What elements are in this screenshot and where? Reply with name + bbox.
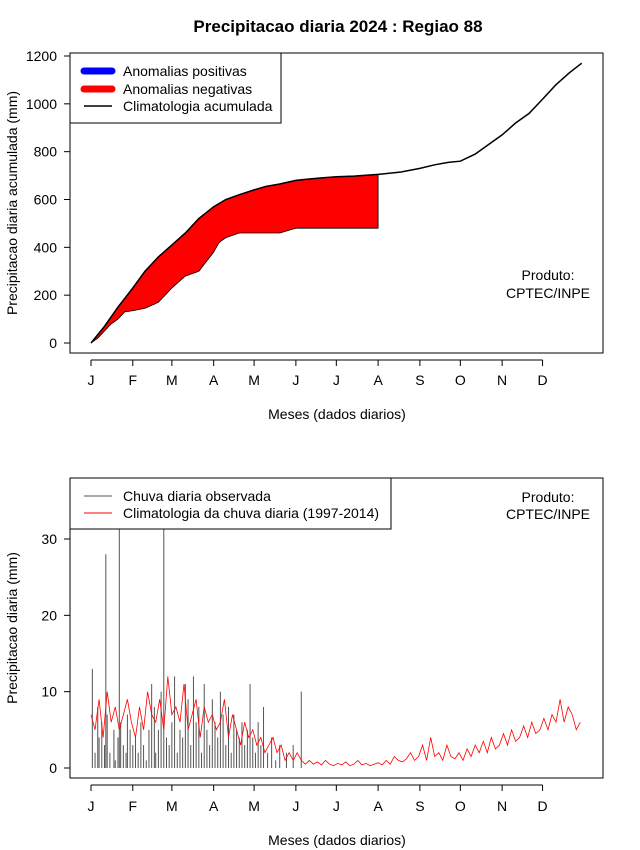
x-tick-label-1: N [497,798,507,814]
anomaly-area-group [90,173,379,344]
panel-accumulated: 0 200 400 600 800 1000 1200 J F M A M J J A S O N D Meses… [4,48,604,422]
x-tick-label-0: F [129,372,138,388]
x-tick-label-0: D [537,372,547,388]
legend-label-climatology-daily: Climatologia da chuva diaria (1997-2014) [123,505,379,521]
x-tick-label-1: M [248,798,260,814]
product-source-top: CPTEC/INPE [506,285,590,301]
x-axis-label-bottom: Meses (dados diarios) [268,832,406,848]
y-axis-label-top: Precipitacao diaria acumulada (mm) [4,91,20,315]
product-label-bottom: Produto: [522,489,575,505]
y-tick-label-0: 1200 [26,48,57,64]
legend-label-negative: Anomalias negativas [123,81,252,97]
product-label-top: Produto: [522,267,575,283]
legend-bottom: Chuva diaria observada Climatologia da c… [69,477,392,530]
x-axis-label-top: Meses (dados diarios) [268,406,406,422]
legend-label-climatology: Climatologia acumulada [123,98,273,114]
y-tick-label-0: 600 [34,192,58,208]
y-tick-label-0: 400 [34,239,58,255]
y-tick-label-1: 30 [41,531,57,547]
y-tick-label-0: 200 [34,287,58,303]
product-source-bottom: CPTEC/INPE [506,506,590,522]
y-axis-label-bottom: Precipitacao diaria (mm) [4,552,20,704]
y-tick-label-0: 0 [49,335,57,351]
x-tick-label-1: M [166,798,178,814]
x-tick-label-1: D [537,798,547,814]
x-tick-label-1: O [455,798,466,814]
y-axis-bottom: 0 10 20 30 [41,531,70,776]
climatology-daily-line [90,676,581,767]
x-tick-label-1: J [88,798,95,814]
y-tick-label-0: 800 [34,144,58,160]
x-tick-label-0: S [415,372,424,388]
x-tick-label-0: M [166,372,178,388]
x-tick-label-0: J [88,372,95,388]
legend-box-bottom [69,477,392,530]
y-tick-label-1: 20 [41,607,57,623]
x-tick-label-1: A [373,798,383,814]
legend-top: Anomalias positivas Anomalias negativas … [69,52,282,124]
y-axis-top: 0 200 400 600 800 1000 1200 [26,48,70,351]
x-tick-label-1: A [209,798,219,814]
y-tick-label-1: 10 [41,684,57,700]
legend-label-observed: Chuva diaria observada [123,488,271,504]
plot-frame-top [69,52,604,354]
chart-title: Precipitacao diaria 2024 : Regiao 88 [193,17,482,36]
legend-label-positive: Anomalias positivas [123,63,247,79]
y-tick-label-0: 1000 [26,96,57,112]
x-tick-label-0: A [373,372,383,388]
x-tick-label-0: M [248,372,260,388]
x-tick-label-1: J [333,798,340,814]
x-tick-label-1: J [292,798,299,814]
x-tick-label-1: S [415,798,424,814]
x-tick-label-0: J [292,372,299,388]
panel-daily: 0 10 20 30 J F M A M J J A S O N D Meses (dados diario… [4,477,604,848]
climatology-accumulated-line [90,62,583,344]
y-tick-label-1: 0 [49,760,57,776]
x-tick-label-0: O [455,372,466,388]
x-tick-label-1: F [129,798,138,814]
observed-daily-bars [91,500,302,768]
x-tick-label-0: J [333,372,340,388]
x-tick-label-0: A [209,372,219,388]
x-tick-label-0: N [497,372,507,388]
negative-anomaly-area [90,173,379,344]
